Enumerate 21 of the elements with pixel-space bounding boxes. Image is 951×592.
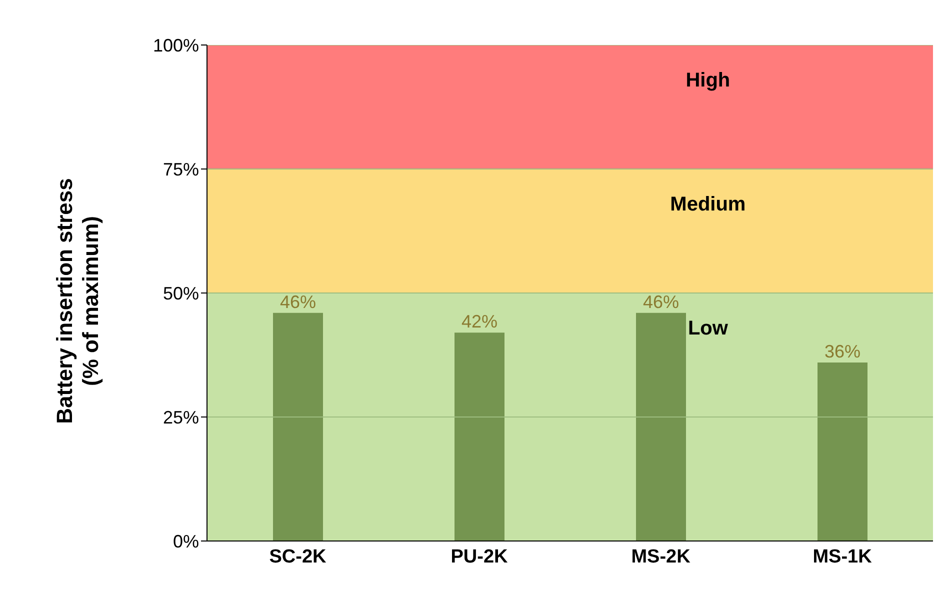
y-tick-label: 75% — [162, 159, 199, 180]
x-tick-label: MS-2K — [631, 546, 691, 568]
band-label: Low — [688, 317, 728, 340]
y-tick-label: 0% — [172, 531, 199, 552]
data-label: 36% — [824, 341, 861, 362]
data-label: 46% — [642, 292, 680, 312]
data-label: 46% — [280, 292, 316, 312]
x-tick-label: MS-1K — [812, 546, 872, 568]
band-label: High — [686, 69, 730, 92]
y-tick-label: 100% — [152, 35, 199, 56]
bar — [273, 312, 323, 541]
x-tick-label: SC-2K — [269, 546, 327, 568]
x-tick-label: PU-2K — [450, 546, 508, 568]
y-tick-label: 50% — [162, 283, 199, 304]
data-label: 42% — [461, 312, 498, 332]
y-axis-title: Battery insertion stress (% of maximum) — [52, 178, 103, 424]
y-tick-label: 25% — [162, 407, 199, 428]
band-label: Medium — [670, 193, 746, 216]
bar — [818, 362, 868, 541]
bar — [636, 312, 686, 541]
bar — [454, 332, 504, 541]
